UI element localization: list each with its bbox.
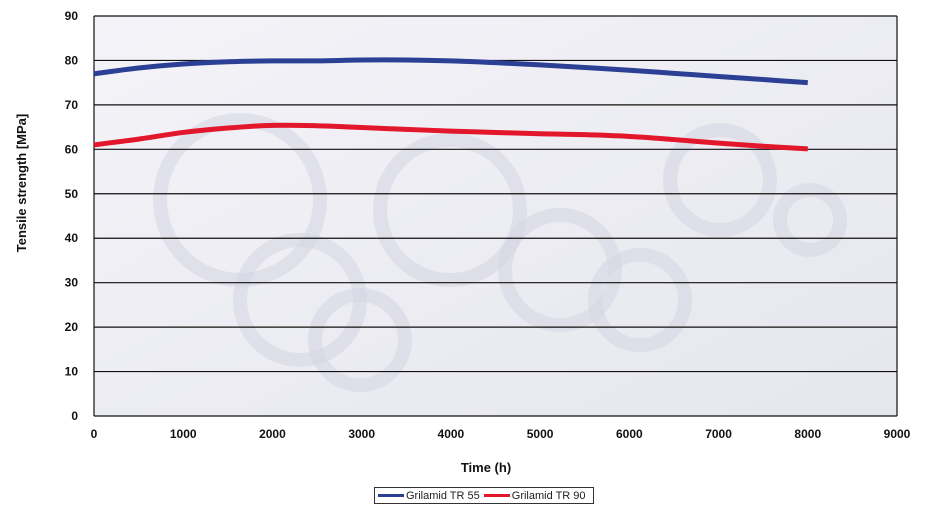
- x-tick-label: 3000: [348, 427, 375, 441]
- legend-item-tr90: Grilamid TR 90: [483, 489, 586, 502]
- y-tick-label: 90: [65, 9, 79, 23]
- x-tick-label: 8000: [794, 427, 821, 441]
- y-tick-label: 80: [65, 53, 79, 67]
- x-axis-title: Time (h): [461, 460, 511, 475]
- y-tick-label: 0: [71, 409, 78, 423]
- x-tick-label: 0: [91, 427, 98, 441]
- legend-label-tr55: Grilamid TR 55: [406, 489, 480, 502]
- y-tick-label: 40: [65, 231, 79, 245]
- series-group: [93, 57, 808, 152]
- y-tick-label: 60: [65, 142, 79, 156]
- line-chart: 0 10 20 30 40 50 60 70 80 90 0 1000 2000 3000 4000 500…: [14, 9, 911, 475]
- y-tick-label: 10: [65, 365, 79, 379]
- series-line-grilamid-tr-90: [93, 122, 808, 152]
- legend-swatch-tr90: [483, 494, 510, 497]
- x-tick-label: 6000: [616, 427, 643, 441]
- legend-swatch-tr55: [378, 494, 404, 497]
- y-tick-label: 30: [65, 276, 79, 290]
- series-line-grilamid-tr-55: [93, 57, 808, 86]
- legend: Grilamid TR 55 Grilamid TR 90: [374, 487, 594, 504]
- x-tick-labels: 0 1000 2000 3000 4000 5000 6000 7000 8000 9000: [91, 427, 911, 441]
- y-axis-title: Tensile strength [MPa]: [14, 114, 29, 252]
- plot-area: [94, 16, 897, 416]
- legend-label-tr90: Grilamid TR 90: [511, 489, 586, 502]
- x-tick-label: 7000: [705, 427, 732, 441]
- background-ring-7: [308, 288, 412, 392]
- x-tick-label: 9000: [884, 427, 911, 441]
- y-tick-labels: 0 10 20 30 40 50 60 70 80 90: [65, 9, 79, 423]
- x-tick-label: 1000: [170, 427, 197, 441]
- legend-item-tr55: Grilamid TR 55: [378, 490, 480, 502]
- background-ring-5: [153, 113, 327, 287]
- x-tick-label: 4000: [438, 427, 465, 441]
- x-tick-label: 5000: [527, 427, 554, 441]
- y-tick-label: 50: [65, 187, 79, 201]
- background-ring-3: [588, 248, 692, 352]
- background-ring-6: [773, 183, 847, 257]
- y-tick-label: 70: [65, 98, 79, 112]
- x-tick-label: 2000: [259, 427, 286, 441]
- background-ring-1: [373, 133, 527, 287]
- y-tick-label: 20: [65, 320, 79, 334]
- background-ring-4: [663, 123, 777, 237]
